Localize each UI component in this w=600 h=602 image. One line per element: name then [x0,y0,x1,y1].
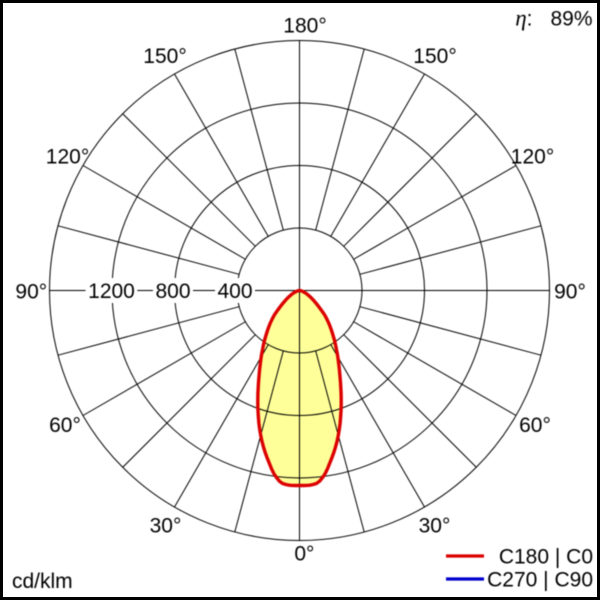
svg-text:180°: 180° [283,14,326,37]
svg-text:C180 | C0: C180 | C0 [499,545,593,568]
svg-text:90°: 90° [15,280,47,303]
svg-text:η:: η: [515,6,532,31]
svg-text:0°: 0° [294,542,314,565]
svg-text:800: 800 [155,280,190,303]
svg-text:30°: 30° [150,514,182,537]
svg-text:89%: 89% [550,8,592,31]
svg-text:120°: 120° [46,145,89,168]
svg-text:150°: 150° [413,45,456,68]
svg-text:120°: 120° [511,145,554,168]
svg-text:400: 400 [217,280,252,303]
svg-text:30°: 30° [419,514,451,537]
svg-text:60°: 60° [519,414,551,437]
svg-text:150°: 150° [143,45,186,68]
svg-text:C270 | C90: C270 | C90 [487,568,593,591]
svg-text:1200: 1200 [88,280,135,303]
svg-text:90°: 90° [554,280,586,303]
svg-text:cd/klm: cd/klm [12,570,73,593]
svg-text:60°: 60° [49,414,81,437]
